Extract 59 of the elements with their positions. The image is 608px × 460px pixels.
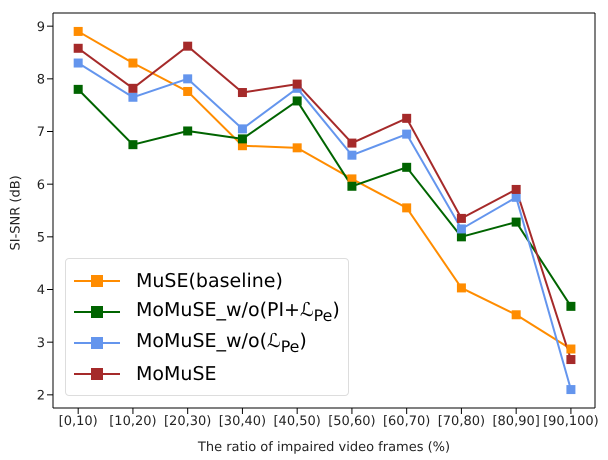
point: [456, 224, 466, 234]
point: [183, 126, 192, 136]
point: [402, 130, 412, 139]
point: [238, 134, 247, 144]
y-tick-label: 6: [36, 178, 45, 193]
legend-label: MoMuSE: [136, 362, 217, 384]
x-tick-label: [80,90]: [492, 414, 540, 430]
point: [128, 58, 138, 68]
point: [566, 355, 576, 364]
point: [347, 182, 356, 191]
point: [238, 124, 247, 134]
point: [347, 138, 356, 148]
point: [402, 162, 412, 172]
legend-label: MoMuSE_w/o(PI+ℒ$_{Pe}$): [136, 298, 340, 324]
point: [402, 114, 412, 123]
point: [74, 58, 83, 68]
y-tick-label: 7: [36, 125, 45, 140]
y-tick-label: 4: [36, 283, 45, 298]
point: [512, 184, 521, 194]
point: [512, 218, 521, 227]
x-tick-label: [0,10): [58, 414, 98, 430]
x-tick-label: [10,20): [109, 414, 157, 430]
point: [238, 88, 247, 98]
x-tick-label: [30,40): [218, 414, 266, 430]
point: [456, 283, 466, 292]
point: [292, 80, 302, 89]
point: [183, 74, 192, 84]
point: [128, 140, 138, 150]
x-axis-title: The ratio of impaired video frames (%): [196, 440, 450, 455]
y-tick-label: 2: [36, 388, 45, 404]
point: [566, 385, 576, 394]
x-tick-label: [70,80): [438, 414, 486, 430]
y-tick-label: 8: [36, 72, 45, 88]
point: [74, 26, 83, 36]
y-axis-title: SI-SNR (dB): [8, 175, 24, 250]
point: [183, 86, 192, 96]
y-tick-label: 9: [36, 20, 45, 35]
y-tick-label: 3: [36, 336, 45, 351]
point: [566, 344, 576, 354]
x-tick-label: [50,60): [328, 414, 376, 430]
point: [183, 42, 192, 51]
point: [128, 84, 138, 93]
point: [128, 92, 138, 102]
legend-label: MuSE(baseline): [136, 270, 283, 292]
point: [292, 96, 302, 106]
x-tick-label: [20,30): [164, 414, 212, 430]
point: [512, 310, 521, 320]
x-tick-label: [90,100): [543, 414, 599, 430]
point: [347, 150, 356, 160]
point: [456, 214, 466, 223]
point: [74, 84, 83, 94]
point: [402, 203, 412, 212]
point: [292, 143, 302, 152]
y-tick-label: 5: [36, 230, 45, 246]
point: [74, 44, 83, 53]
legend-label: MoMuSE_w/o(ℒ$_{Pe}$): [136, 330, 307, 356]
point: [566, 302, 576, 311]
x-tick-label: [60,70): [382, 414, 430, 430]
x-tick-label: [40,50): [273, 414, 321, 430]
